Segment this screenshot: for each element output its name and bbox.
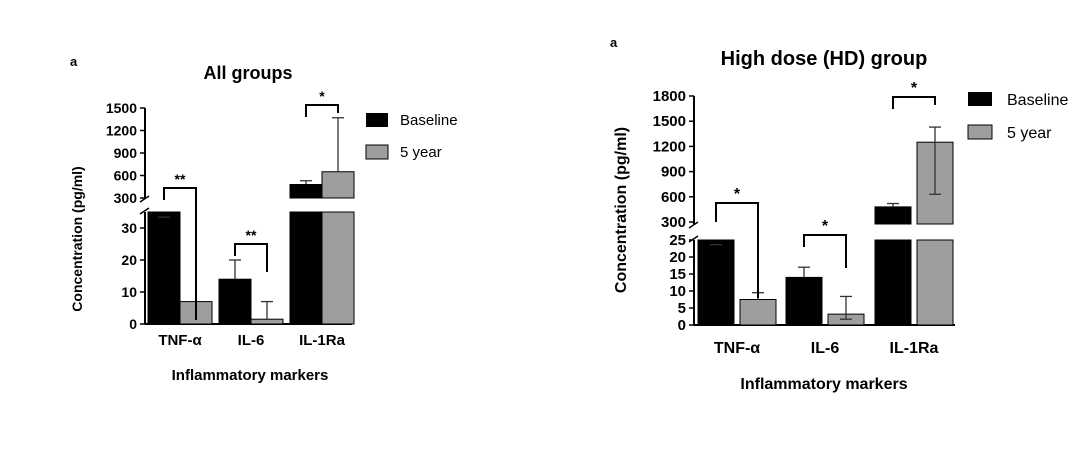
- bar-baseline: [785, 276, 823, 326]
- bar-baseline-lower: [874, 239, 912, 326]
- bars: [697, 126, 954, 326]
- significance-label: **: [175, 171, 186, 187]
- y-tick-label: 10: [121, 284, 137, 300]
- legend-label-5-year: 5 year: [400, 144, 442, 161]
- significance-bracket: [163, 187, 197, 320]
- significance-bracket: [305, 104, 339, 117]
- x-tick-labels: TNF-α IL-6 IL-1Ra: [714, 340, 939, 357]
- axis-break-mark: [688, 235, 699, 243]
- x-tick-label: IL-1Ra: [299, 332, 346, 349]
- bar-5-year: [250, 318, 284, 325]
- bar-baseline: [218, 278, 252, 325]
- significance-label: *: [734, 186, 741, 203]
- significance-markers: *****: [163, 88, 339, 320]
- x-tick-label: TNF-α: [714, 340, 760, 357]
- significance-markers: * * *: [715, 80, 936, 298]
- x-tick-label: IL-1Ra: [890, 340, 939, 357]
- y-tick-label: 900: [661, 164, 686, 181]
- significance-label: *: [911, 80, 918, 97]
- axis-break-mark: [139, 195, 150, 203]
- chart-high-dose-group: a High dose (HD) group Concentration (pg…: [610, 35, 1068, 393]
- bar-baseline-upper: [289, 184, 323, 199]
- y-tick-label: 300: [114, 190, 138, 206]
- bar-baseline-lower: [147, 211, 181, 325]
- y-tick-label: 10: [669, 283, 686, 300]
- bar-5-year-lower: [916, 239, 954, 326]
- y-tick-label: 1800: [653, 88, 686, 105]
- y-axis-label: Concentration (pg/ml): [613, 127, 630, 293]
- x-axis-label: Inflammatory markers: [740, 376, 907, 393]
- chart-all-groups: a All groups Concentration (pg/ml) Infla…: [69, 54, 458, 384]
- bar-5-year: [739, 299, 777, 326]
- significance-label: *: [822, 218, 829, 235]
- chart-title: High dose (HD) group: [721, 48, 928, 70]
- y-tick-label: 30: [121, 220, 137, 236]
- y-tick-label: 600: [661, 189, 686, 206]
- bar-baseline-upper: [874, 206, 912, 225]
- significance-label: *: [319, 88, 325, 104]
- y-tick-label: 600: [114, 168, 138, 184]
- y-tick-label: 0: [129, 316, 137, 332]
- significance-bracket: [803, 234, 847, 268]
- legend: Baseline 5 year: [967, 92, 1068, 142]
- significance-label: **: [246, 227, 257, 243]
- legend-swatch-5-year: [365, 144, 389, 160]
- y-tick-label: 1500: [106, 100, 137, 116]
- legend-label-baseline: Baseline: [1007, 92, 1068, 109]
- bars: [147, 117, 355, 325]
- x-tick-label: TNF-α: [158, 332, 202, 349]
- x-tick-label: IL-6: [811, 340, 840, 357]
- y-axis-label: Concentration (pg/ml): [69, 166, 85, 311]
- legend: Baseline 5 year: [365, 112, 458, 161]
- y-tick-label: 1200: [653, 138, 686, 155]
- bar-baseline-lower: [289, 211, 323, 325]
- y-tick-label: 20: [669, 249, 686, 266]
- chart-title: All groups: [204, 63, 293, 83]
- significance-bracket: [715, 202, 759, 298]
- legend-label-baseline: Baseline: [400, 112, 458, 129]
- y-tick-label: 20: [121, 252, 137, 268]
- legend-swatch-baseline: [968, 92, 992, 106]
- x-axis-label: Inflammatory markers: [172, 367, 329, 384]
- y-tick-label: 900: [114, 145, 138, 161]
- y-tick-label: 1500: [653, 113, 686, 130]
- significance-bracket: [892, 96, 936, 109]
- y-tick-label: 15: [669, 266, 686, 283]
- y-tick-label: 25: [669, 232, 686, 249]
- significance-bracket: [234, 243, 268, 272]
- bar-baseline-lower: [697, 239, 735, 326]
- bar-5-year-upper: [321, 171, 355, 199]
- y-tick-label: 300: [661, 214, 686, 231]
- legend-label-5-year: 5 year: [1007, 125, 1052, 142]
- bar-5-year-lower: [321, 211, 355, 325]
- x-tick-label: IL-6: [238, 332, 265, 349]
- y-tick-label: 0: [678, 317, 686, 334]
- x-tick-labels: TNF-α IL-6 IL-1Ra: [158, 332, 345, 349]
- axis-break-mark: [688, 221, 699, 229]
- panel-label: a: [70, 54, 78, 69]
- panel-label: a: [610, 35, 618, 50]
- axis-break-mark: [139, 207, 150, 215]
- legend-swatch-baseline: [366, 113, 388, 127]
- y-tick-label: 1200: [106, 123, 137, 139]
- legend-swatch-5-year: [967, 124, 993, 140]
- y-ticks: 0 10 20 30 300 600 900 1200 1500: [106, 100, 145, 332]
- y-tick-label: 5: [678, 300, 686, 317]
